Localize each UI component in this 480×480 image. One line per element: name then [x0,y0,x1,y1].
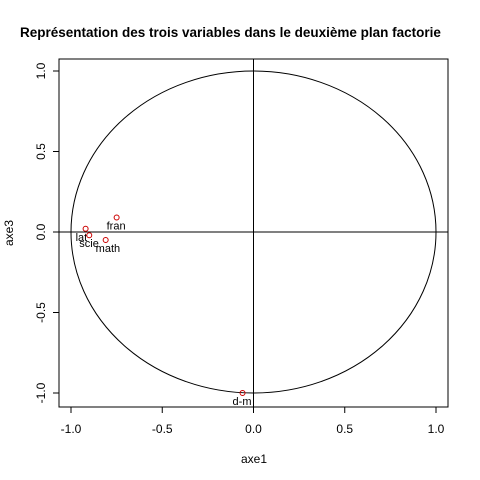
point-lat [82,225,89,232]
x-tick-label: 0.0 [245,422,262,436]
point-label-math: math [96,243,120,255]
point-fran [113,214,120,221]
x-tick-label: -0.5 [152,422,173,436]
chart-title: Représentation des trois variables dans … [20,25,441,40]
point-label-lat: lat [76,232,88,244]
x-axis-label: axe1 [241,452,267,466]
point-label-d-m: d-m [233,396,252,408]
y-tick-label: 0.5 [34,143,48,160]
x-tick-label: -1.0 [61,422,82,436]
y-axis-label: axe3 [2,220,16,246]
y-tick-label: 1.0 [34,62,48,79]
point-d-m [239,390,246,396]
x-tick-label: 0.5 [336,422,353,436]
point-scie [86,232,93,239]
y-tick-label: -1.0 [34,382,48,403]
x-tick-label: 1.0 [428,422,445,436]
y-tick-label: -0.5 [34,302,48,323]
point-label-scie: scie [79,238,99,250]
point-label-fran: fran [107,221,126,233]
point-math [102,237,109,244]
y-tick-label: 0.0 [34,223,48,240]
